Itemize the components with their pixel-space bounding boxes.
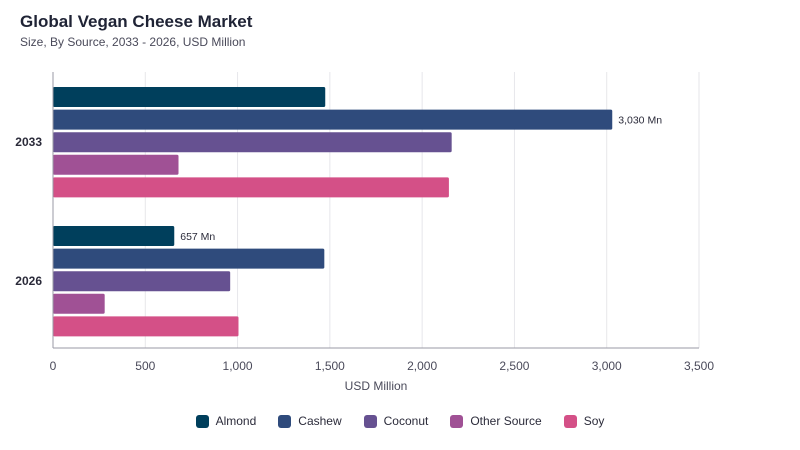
bar-2033-other-source <box>53 154 179 175</box>
x-axis-title: USD Million <box>345 379 408 393</box>
legend-swatch <box>278 414 292 428</box>
chart-subtitle: Size, By Source, 2033 - 2026, USD Millio… <box>20 35 246 49</box>
legend-item: Almond <box>195 414 257 428</box>
legend-swatch <box>563 414 577 428</box>
chart-legend: Almond Cashew Coconut Other Source Soy <box>0 414 800 428</box>
x-tick-label: 1,000 <box>223 359 253 373</box>
data-label: 3,030 Mn <box>618 115 662 127</box>
legend-swatch <box>363 414 377 428</box>
legend-label: Soy <box>583 414 605 428</box>
bar-2026-other-source <box>53 293 105 314</box>
bar-2026-soy <box>53 316 239 337</box>
chart-title: Global Vegan Cheese Market <box>20 12 253 31</box>
legend-swatch <box>450 414 464 428</box>
x-tick-label: 3,500 <box>684 359 714 373</box>
legend-item: Coconut <box>363 414 429 428</box>
bar-2026-cashew <box>53 248 325 269</box>
category-label: 2033 <box>15 135 42 149</box>
x-tick-label: 2,000 <box>407 359 437 373</box>
legend-swatch <box>195 414 209 428</box>
category-label: 2026 <box>15 274 42 288</box>
legend-item: Other Source <box>450 414 542 428</box>
x-tick-label: 2,500 <box>499 359 529 373</box>
bar-2026-coconut <box>53 271 231 292</box>
bar-2033-cashew <box>53 109 613 130</box>
x-tick-label: 3,000 <box>592 359 622 373</box>
bar-2033-coconut <box>53 132 452 153</box>
bar-2026-almond <box>53 226 175 246</box>
legend-label: Almond <box>215 414 257 428</box>
legend-item: Cashew <box>278 414 342 428</box>
legend-label: Coconut <box>383 414 429 428</box>
bar-2033-almond <box>53 87 326 107</box>
x-tick-label: 0 <box>50 359 57 373</box>
legend-item: Soy <box>563 414 605 428</box>
legend-label: Cashew <box>298 414 342 428</box>
bar-2033-soy <box>53 177 449 198</box>
data-label: 657 Mn <box>180 231 215 243</box>
x-tick-label: 500 <box>135 359 155 373</box>
legend-label: Other Source <box>470 414 542 428</box>
x-tick-label: 1,500 <box>315 359 345 373</box>
